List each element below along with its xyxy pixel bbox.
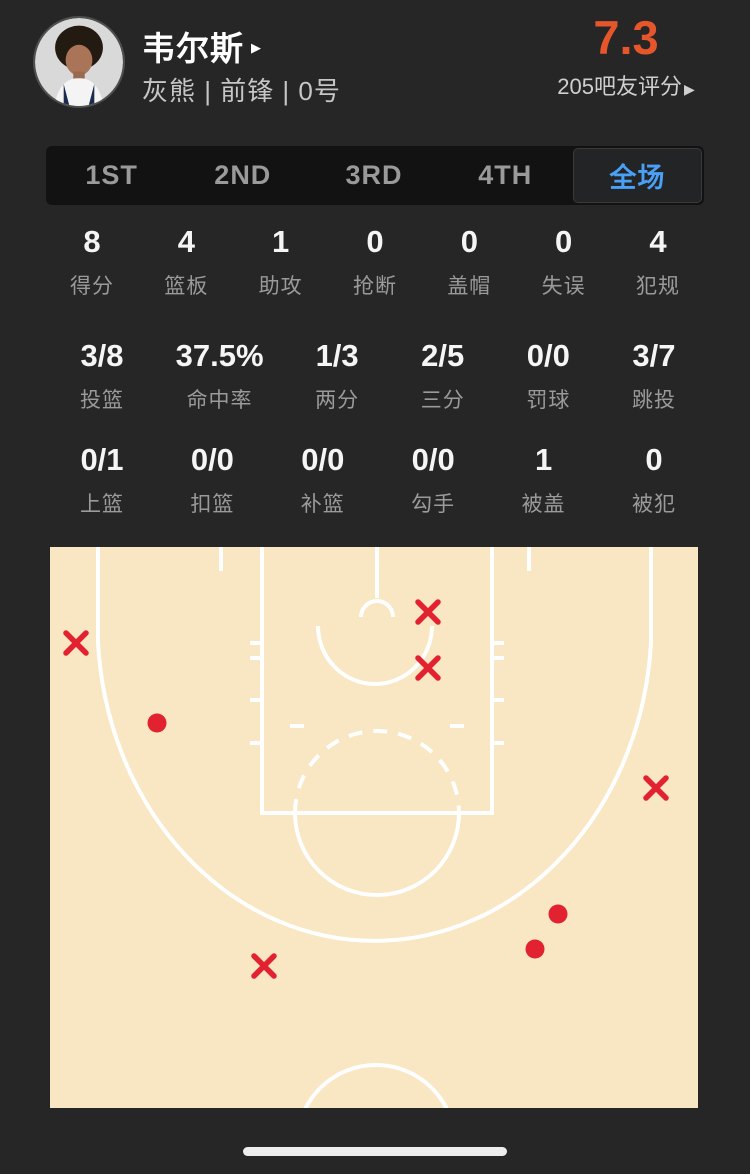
stat-label: 投篮 <box>80 389 124 412</box>
center-circle <box>303 1063 449 1108</box>
made-shot-marker <box>525 939 545 959</box>
missed-shot-marker <box>251 953 277 979</box>
rating-caption-text: 205吧友评分 <box>557 73 682 99</box>
rating-score: 7.3 <box>593 11 659 64</box>
stat-value: 3/8 <box>80 338 124 373</box>
stat-label: 命中率 <box>186 389 253 412</box>
rating-arrow-icon: ▶ <box>683 80 695 97</box>
stat-item: 0/0 勾手 <box>401 442 465 518</box>
shot-markers <box>63 599 669 979</box>
stat-value: 4 <box>649 224 667 259</box>
stat-label: 被盖 <box>521 493 566 516</box>
stat-item: 8 得分 <box>60 224 124 300</box>
stat-item: 0 抢断 <box>343 224 407 300</box>
stat-item: 0/0 罚球 <box>516 338 580 414</box>
lane-hash-marks <box>250 641 504 745</box>
free-throw-circle-solid <box>293 812 461 897</box>
stat-value: 0 <box>460 224 478 259</box>
paint-lane-outline <box>260 547 494 815</box>
shot-chart <box>50 547 698 1108</box>
stat-label: 上篮 <box>80 493 124 516</box>
stat-label: 篮板 <box>164 275 209 298</box>
stat-item: 4 犯规 <box>626 224 690 300</box>
stat-value: 8 <box>83 224 101 259</box>
stat-label: 扣篮 <box>190 493 235 516</box>
tab-4th[interactable]: 4TH <box>478 160 533 190</box>
stat-label: 三分 <box>420 389 465 412</box>
player-name[interactable]: 韦尔斯 ▶ <box>142 22 262 70</box>
stat-label: 失误 <box>541 275 586 298</box>
stat-item: 0 失误 <box>532 224 596 300</box>
made-shot-marker <box>147 713 167 733</box>
missed-shot-marker <box>415 655 441 681</box>
rating-caption-link[interactable]: 205吧友评分 ▶ <box>540 69 712 101</box>
stat-item: 0/0 补篮 <box>291 442 355 518</box>
stat-label: 助攻 <box>258 275 303 298</box>
rim-arc <box>359 599 395 618</box>
stat-item: 3/7 跳投 <box>622 338 686 414</box>
free-throw-circle-dashed <box>293 729 461 814</box>
stat-value: 0/0 <box>190 442 234 477</box>
stat-label: 盖帽 <box>447 275 492 298</box>
stat-value: 1/3 <box>315 338 359 373</box>
stat-value: 0 <box>645 442 663 477</box>
stat-value: 0/0 <box>301 442 345 477</box>
stat-item: 4 篮板 <box>154 224 218 300</box>
quarter-tabs: 1ST 2ND 3RD 4TH 全场 <box>46 146 704 205</box>
stat-value: 0/0 <box>526 338 570 373</box>
stat-label: 勾手 <box>411 493 456 516</box>
stat-item: 0/1 上篮 <box>70 442 134 518</box>
tab-3rd[interactable]: 3RD <box>345 160 403 190</box>
missed-shot-marker <box>643 775 669 801</box>
tab-full[interactable]: 全场 <box>572 148 703 203</box>
stat-item: 3/8 投篮 <box>70 338 134 414</box>
stat-value: 37.5% <box>175 338 264 373</box>
stat-item: 1 被盖 <box>512 442 576 518</box>
stat-label: 得分 <box>70 275 114 298</box>
stats-row-main: 8 得分 4 篮板 1 助攻 0 抢断 0 盖帽 0 失误 4 犯规 <box>0 224 750 300</box>
stat-label: 补篮 <box>300 493 345 516</box>
three-point-line <box>96 547 653 943</box>
stat-item: 37.5% 命中率 <box>176 338 264 414</box>
missed-shot-marker <box>63 630 89 656</box>
stat-value: 1 <box>534 442 553 477</box>
restricted-area-arc <box>316 625 434 686</box>
made-shot-marker <box>548 904 568 924</box>
rating-block: 7.3 205吧友评分 ▶ <box>540 12 712 101</box>
player-photo <box>35 18 123 106</box>
stat-label: 犯规 <box>635 275 680 298</box>
stat-item: 1/3 两分 <box>305 338 369 414</box>
baseline-hash-marks <box>219 547 531 571</box>
stat-label: 两分 <box>315 389 360 412</box>
missed-shot-marker <box>415 599 441 625</box>
stat-label: 罚球 <box>526 389 571 412</box>
stat-item: 0/0 扣篮 <box>180 442 244 518</box>
name-arrow-icon: ▶ <box>251 40 262 55</box>
player-meta: 灰熊 | 前锋 | 0号 <box>142 76 341 106</box>
stat-value: 1 <box>272 224 290 259</box>
stat-item: 0 盖帽 <box>437 224 501 300</box>
stat-value: 0/0 <box>411 442 455 477</box>
stat-item: 0 被犯 <box>622 442 686 518</box>
player-name-text: 韦尔斯 <box>142 30 244 67</box>
home-indicator[interactable] <box>243 1147 507 1156</box>
stat-value: 0/1 <box>80 442 124 477</box>
stat-label: 跳投 <box>631 389 676 412</box>
stats-row-shooting: 3/8 投篮 37.5% 命中率 1/3 两分 2/5 三分 0/0 罚球 3/7 跳投 <box>0 338 750 414</box>
stat-item: 1 助攻 <box>249 224 313 300</box>
tab-2nd[interactable]: 2ND <box>214 160 272 190</box>
stat-value: 3/7 <box>632 338 676 373</box>
stat-label: 抢断 <box>352 275 397 298</box>
stat-value: 0 <box>366 224 384 259</box>
stat-item: 2/5 三分 <box>411 338 475 414</box>
player-avatar[interactable] <box>33 16 125 108</box>
tab-1st[interactable]: 1ST <box>85 160 138 190</box>
court-outside-area <box>50 547 698 1108</box>
stat-value: 4 <box>177 224 195 259</box>
stat-value: 2/5 <box>421 338 465 373</box>
stat-label: 被犯 <box>631 493 676 516</box>
stats-row-detail: 0/1 上篮 0/0 扣篮 0/0 补篮 0/0 勾手 1 被盖 0 被犯 <box>0 442 750 518</box>
stat-value: 0 <box>555 224 573 259</box>
